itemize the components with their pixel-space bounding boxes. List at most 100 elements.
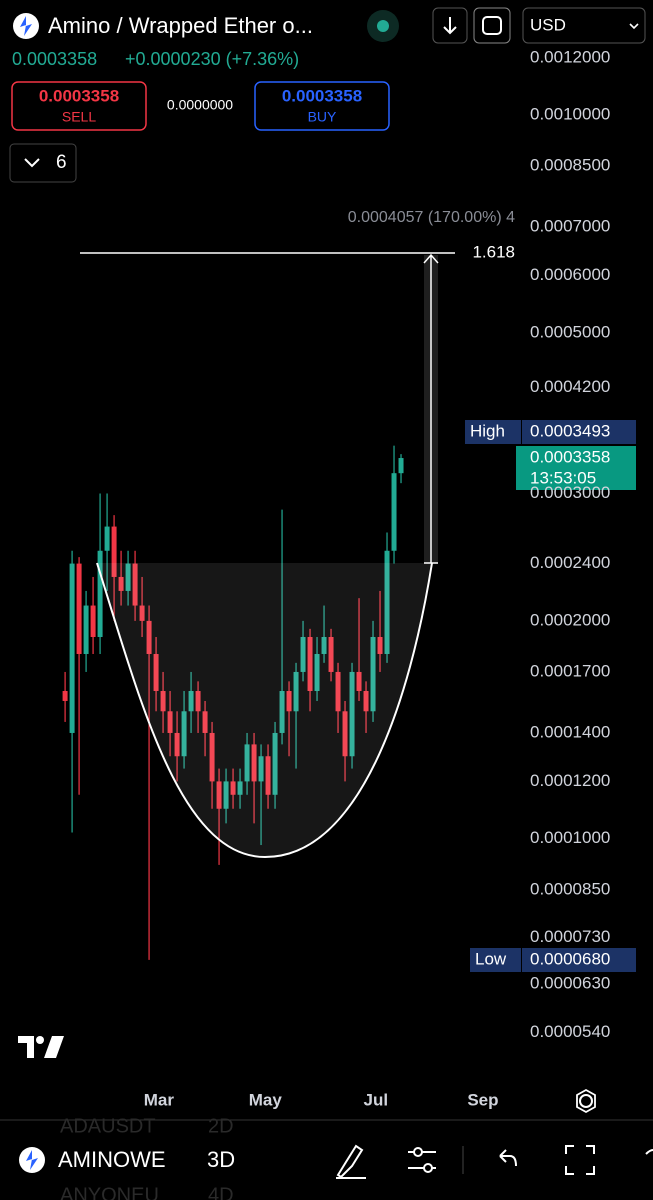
candle-body	[230, 781, 236, 795]
candle-body	[384, 550, 390, 654]
candle-body	[307, 636, 313, 692]
buy-label: BUY	[308, 109, 337, 125]
prev-symbol: ADAUSDT	[60, 1115, 156, 1137]
candle-body	[188, 691, 194, 712]
candle-body	[300, 636, 306, 672]
buy-price: 0.0003358	[282, 86, 362, 105]
candle-body	[153, 653, 159, 692]
candle-body	[139, 605, 145, 621]
undo-button[interactable]	[499, 1149, 517, 1167]
currency-select[interactable]	[522, 7, 646, 44]
x-tick-label: Sep	[467, 1090, 498, 1109]
candle-body	[328, 636, 334, 672]
low-tag	[470, 948, 521, 972]
footer-interval[interactable]: 3D	[207, 1147, 235, 1172]
tv-logo-dot	[36, 1036, 44, 1044]
candle-body	[181, 711, 187, 757]
y-tick-label: 0.0010000	[530, 105, 610, 124]
cup-area	[97, 563, 432, 857]
candle-body	[286, 691, 292, 712]
high-value: 0.0003493	[530, 421, 610, 440]
y-tick-label: 0.0001200	[530, 771, 610, 790]
candle-body	[237, 781, 243, 795]
spread: 0.0000000	[167, 97, 233, 113]
candle-body	[62, 691, 68, 701]
last-price: 0.0003358	[12, 49, 97, 69]
candle-body	[377, 636, 383, 654]
cup-curve	[96, 562, 433, 859]
candle-body	[349, 671, 355, 757]
candle-body	[209, 732, 215, 782]
indicators-toggle[interactable]	[9, 143, 77, 183]
countdown: 13:53:05	[530, 468, 596, 487]
y-tick-label: 0.0006000	[530, 265, 610, 284]
candle-body	[279, 691, 285, 733]
candle-body	[342, 711, 348, 757]
sell-label: SELL	[62, 109, 96, 125]
y-tick-label: 0.0002400	[530, 553, 610, 572]
x-tick-label: Jul	[364, 1090, 389, 1109]
draw-tool[interactable]	[336, 1144, 366, 1179]
next-symbol: ANYONEU	[60, 1184, 159, 1200]
candle-body	[104, 526, 110, 551]
tv-logo	[18, 1036, 64, 1058]
last-price-tag	[516, 446, 636, 490]
symbol-icon-mark	[20, 16, 32, 36]
candle-body	[335, 671, 341, 712]
candle-body	[391, 473, 397, 551]
measure-arrow	[423, 253, 439, 564]
candle-body	[195, 691, 201, 712]
chart-layer	[62, 57, 524, 1088]
candle-body	[111, 526, 117, 577]
candle-body	[132, 563, 138, 606]
candle-body	[160, 691, 166, 712]
low-value-tag	[522, 948, 636, 972]
y-tick-label: 0.0004200	[530, 377, 610, 396]
buy-button[interactable]	[254, 81, 390, 131]
candle-body	[244, 744, 250, 782]
high-label: High	[470, 421, 505, 440]
candle-body	[69, 563, 75, 733]
candle-body	[118, 576, 124, 591]
y-tick-label: 0.0001000	[530, 828, 610, 847]
currency-label: USD	[530, 15, 566, 34]
y-tick-label: 0.0008500	[530, 156, 610, 175]
y-tick-label: 0.0001700	[530, 661, 610, 680]
replay-button[interactable]	[473, 7, 511, 44]
y-tick-label: 0.0000730	[530, 927, 610, 946]
candle-body	[258, 756, 264, 782]
fib-label: 1.618	[472, 242, 515, 261]
x-tick-label: May	[249, 1090, 283, 1109]
slider-knob	[423, 1163, 433, 1173]
replay-icon	[482, 16, 502, 35]
footer-icon-mark	[26, 1150, 38, 1170]
candle-body	[321, 636, 327, 654]
x-tick-label: Mar	[144, 1090, 175, 1109]
symbol-title[interactable]: Amino / Wrapped Ether o...	[48, 13, 313, 38]
footer-symbol[interactable]: AMINOWE	[58, 1147, 166, 1172]
low-value: 0.0000680	[530, 949, 610, 968]
status-dot	[377, 20, 389, 32]
candle-body	[167, 711, 173, 733]
sell-button[interactable]	[11, 81, 147, 131]
candle-body	[146, 620, 152, 654]
chevron	[24, 158, 40, 168]
y-tick-label: 0.0001400	[530, 722, 610, 741]
prev-interval: 2D	[208, 1115, 234, 1137]
candle-body	[356, 671, 362, 692]
candle-body	[125, 563, 131, 591]
candle-body	[76, 563, 82, 654]
candle-body	[223, 781, 229, 809]
candle-body	[314, 653, 320, 692]
candle-body	[83, 605, 89, 654]
y-tick-label: 0.0003000	[530, 483, 610, 502]
candle-body	[202, 711, 208, 733]
fullscreen-button[interactable]	[565, 1145, 595, 1175]
y-tick-label: 0.0000630	[530, 973, 610, 992]
y-tick-label: 0.0002000	[530, 610, 610, 629]
settings-icon[interactable]	[579, 1094, 593, 1108]
price-change: +0.0000230 (+7.36%)	[125, 49, 299, 69]
more-button[interactable]	[645, 1149, 653, 1155]
